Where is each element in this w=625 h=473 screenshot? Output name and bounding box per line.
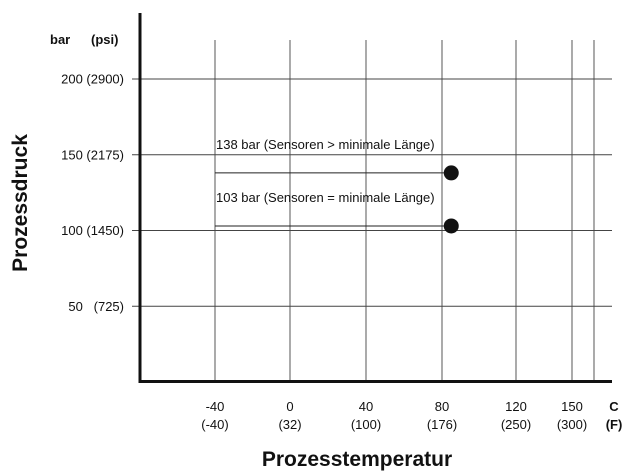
gridlines (132, 40, 612, 381)
y-tick-label: 150 (2175) (61, 147, 124, 162)
y-axis-title: Prozessdruck (9, 134, 32, 272)
x-tick-label-secondary: (100) (351, 417, 381, 432)
x-tick-label: 120 (505, 399, 527, 414)
x-tick-label: 0 (286, 399, 293, 414)
x-unit-secondary: (F) (606, 417, 623, 432)
y-tick-label: 50 (725) (68, 299, 124, 314)
x-tick-label-secondary: (176) (427, 417, 457, 432)
x-tick-label-secondary: (300) (557, 417, 587, 432)
y-tick-label: 100 (1450) (61, 223, 124, 238)
y-tick-labels: 50 (725) 100 (1450) 150 (2175) 200 (2900) (61, 72, 124, 314)
x-tick-labels: -40 (-40) 0 (32) 40 (100) 80 (176) 120 (250) 150 (3… (201, 399, 587, 432)
x-tick-label-secondary: (32) (278, 417, 301, 432)
x-tick-label: -40 (206, 399, 225, 414)
x-tick-label: 80 (435, 399, 449, 414)
series-end-dot (443, 218, 459, 234)
x-tick-label-secondary: (-40) (201, 417, 228, 432)
x-tick-label-secondary: (250) (501, 417, 531, 432)
x-tick-label: 40 (359, 399, 373, 414)
x-unit-primary: C (609, 399, 619, 414)
y-unit-secondary: (psi) (91, 32, 118, 47)
series-layer: 138 bar (Sensoren > minimale Länge) 103 b… (215, 137, 459, 234)
series-label: 103 bar (Sensoren = minimale Länge) (216, 190, 435, 205)
series-end-dot (443, 165, 459, 181)
y-tick-label: 200 (2900) (61, 72, 124, 87)
y-unit-primary: bar (50, 32, 70, 47)
x-axis-title: Prozesstemperatur (262, 448, 452, 471)
x-tick-label: 150 (561, 399, 583, 414)
series-label: 138 bar (Sensoren > minimale Länge) (216, 137, 435, 152)
